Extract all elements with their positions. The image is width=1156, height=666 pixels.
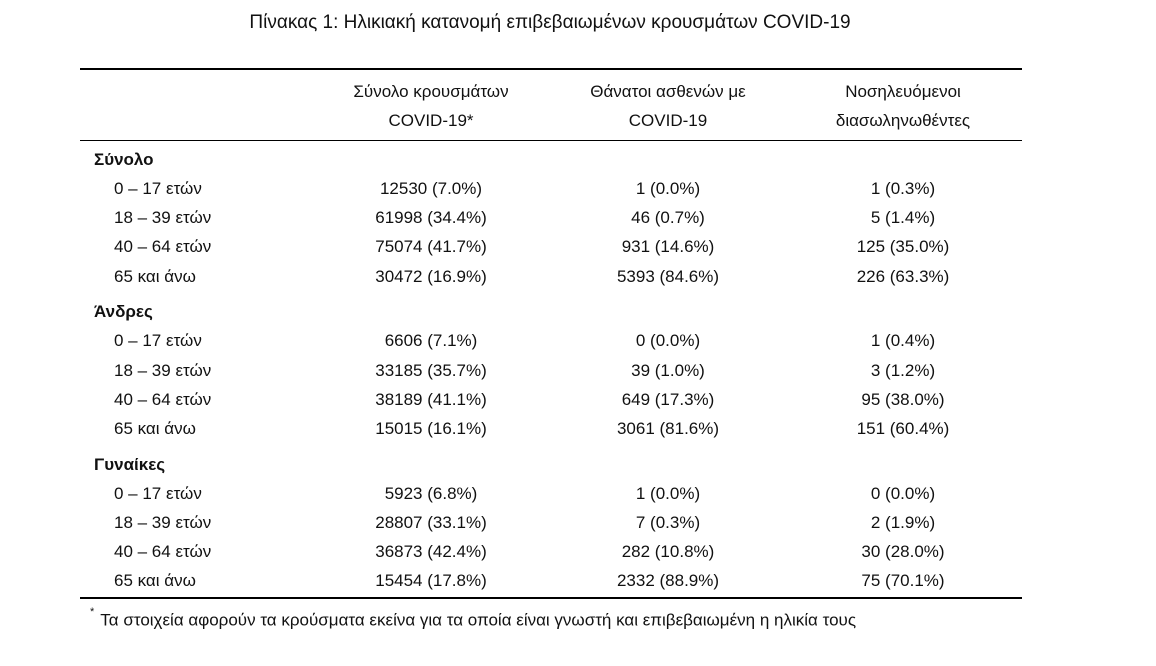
intubated-cell: 125 (35.0%) [856,237,950,256]
deaths-cell: 5393 (84.6%) [616,267,720,286]
table-row: 0 – 17 ετών 5923 (6.8%) 1 (0.0%) 0 (0.0%… [80,479,1022,508]
cases-cell: 15454 (17.8%) [375,571,487,590]
intubated-cell: 30 (28.0%) [861,542,945,561]
age-label: 65 και άνω [114,571,196,590]
footnote-mark: * [90,606,95,618]
table-bottom-rule [80,597,1022,599]
age-label: 65 και άνω [114,419,196,438]
cases-cell: 33185 (35.7%) [375,361,487,380]
cases-cell: 12530 (7.0%) [379,179,483,198]
age-label: 65 και άνω [114,267,196,286]
column-header-intubated-line2: διασωληνωθέντες [835,111,971,130]
deaths-cell: 1 (0.0%) [635,484,701,503]
column-header-deaths-line1: Θάνατοι ασθενών με [590,82,746,101]
age-label: 0 – 17 ετών [114,484,202,503]
group-heading-row: Σύνολο [80,145,1022,174]
column-header-cases-line1: Σύνολο κρουσμάτων [353,82,509,101]
table-row: 65 και άνω 15454 (17.8%) 2332 (88.9%) 75… [80,566,1022,595]
intubated-cell: 75 (70.1%) [861,571,945,590]
intubated-cell: 151 (60.4%) [856,419,950,438]
table-row: 18 – 39 ετών 33185 (35.7%) 39 (1.0%) 3 (… [80,356,1022,385]
intubated-cell: 1 (0.4%) [870,331,936,350]
column-header-intubated: Νοσηλευόμενοι διασωληνωθέντες [793,77,1013,135]
age-label: 18 – 39 ετών [114,208,212,227]
cases-cell: 30472 (16.9%) [375,267,487,286]
deaths-cell: 3061 (81.6%) [616,419,720,438]
deaths-cell: 2332 (88.9%) [616,571,720,590]
intubated-cell: 0 (0.0%) [870,484,936,503]
table-row: 18 – 39 ετών 61998 (34.4%) 46 (0.7%) 5 (… [80,203,1022,232]
age-label: 18 – 39 ετών [114,361,212,380]
header-divider-rule [80,140,1022,141]
deaths-cell: 46 (0.7%) [631,208,705,227]
table-row: 65 και άνω 30472 (16.9%) 5393 (84.6%) 22… [80,262,1022,291]
intubated-cell: 5 (1.4%) [870,208,936,227]
group-heading: Άνδρες [94,302,153,321]
column-header-intubated-line1: Νοσηλευόμενοι [845,82,961,101]
intubated-cell: 1 (0.3%) [870,179,936,198]
table-row: 40 – 64 ετών 36873 (42.4%) 282 (10.8%) 3… [80,537,1022,566]
cases-cell: 75074 (41.7%) [375,237,487,256]
footnote: * Τα στοιχεία αφορούν τα κρούσματα εκείνα… [90,603,856,634]
cases-cell: 28807 (33.1%) [375,513,487,532]
table-row: 40 – 64 ετών 75074 (41.7%) 931 (14.6%) 1… [80,232,1022,261]
group-heading: Σύνολο [94,150,154,169]
group-heading: Γυναίκες [94,455,166,474]
age-label: 18 – 39 ετών [114,513,212,532]
deaths-cell: 0 (0.0%) [635,331,701,350]
cases-cell: 36873 (42.4%) [375,542,487,561]
table-row: 65 και άνω 15015 (16.1%) 3061 (81.6%) 15… [80,414,1022,443]
age-label: 40 – 64 ετών [114,237,212,256]
table-title: Πίνακας 1: Ηλικιακή κατανομή επιβεβαιωμέ… [249,12,851,33]
intubated-cell: 3 (1.2%) [870,361,936,380]
intubated-cell: 2 (1.9%) [870,513,936,532]
cases-cell: 38189 (41.1%) [375,390,487,409]
column-header-cases-line2: COVID-19* [388,111,474,130]
table-row: 0 – 17 ετών 6606 (7.1%) 0 (0.0%) 1 (0.4%… [80,326,1022,355]
age-label: 40 – 64 ετών [114,542,212,561]
deaths-cell: 931 (14.6%) [621,237,715,256]
group-heading-row: Άνδρες [80,297,1022,326]
intubated-cell: 95 (38.0%) [861,390,945,409]
deaths-cell: 39 (1.0%) [631,361,705,380]
table-row: 40 – 64 ετών 38189 (41.1%) 649 (17.3%) 9… [80,385,1022,414]
age-label: 40 – 64 ετών [114,390,212,409]
table-row: 18 – 39 ετών 28807 (33.1%) 7 (0.3%) 2 (1… [80,508,1022,537]
cases-cell: 6606 (7.1%) [384,331,478,350]
cases-cell: 61998 (34.4%) [375,208,487,227]
group-heading-row: Γυναίκες [80,450,1022,479]
table-top-rule [80,68,1022,70]
column-header-cases: Σύνολο κρουσμάτων COVID-19* [321,77,541,135]
column-header-deaths: Θάνατοι ασθενών με COVID-19 [558,77,778,135]
age-label: 0 – 17 ετών [114,179,202,198]
intubated-cell: 226 (63.3%) [856,267,950,286]
footnote-text: Τα στοιχεία αφορούν τα κρούσματα εκείνα … [100,610,857,630]
deaths-cell: 1 (0.0%) [635,179,701,198]
table-row: 0 – 17 ετών 12530 (7.0%) 1 (0.0%) 1 (0.3… [80,174,1022,203]
deaths-cell: 7 (0.3%) [635,513,701,532]
cases-cell: 15015 (16.1%) [375,419,487,438]
deaths-cell: 649 (17.3%) [621,390,715,409]
age-label: 0 – 17 ετών [114,331,202,350]
cases-cell: 5923 (6.8%) [384,484,478,503]
column-header-deaths-line2: COVID-19 [628,111,708,130]
deaths-cell: 282 (10.8%) [621,542,715,561]
